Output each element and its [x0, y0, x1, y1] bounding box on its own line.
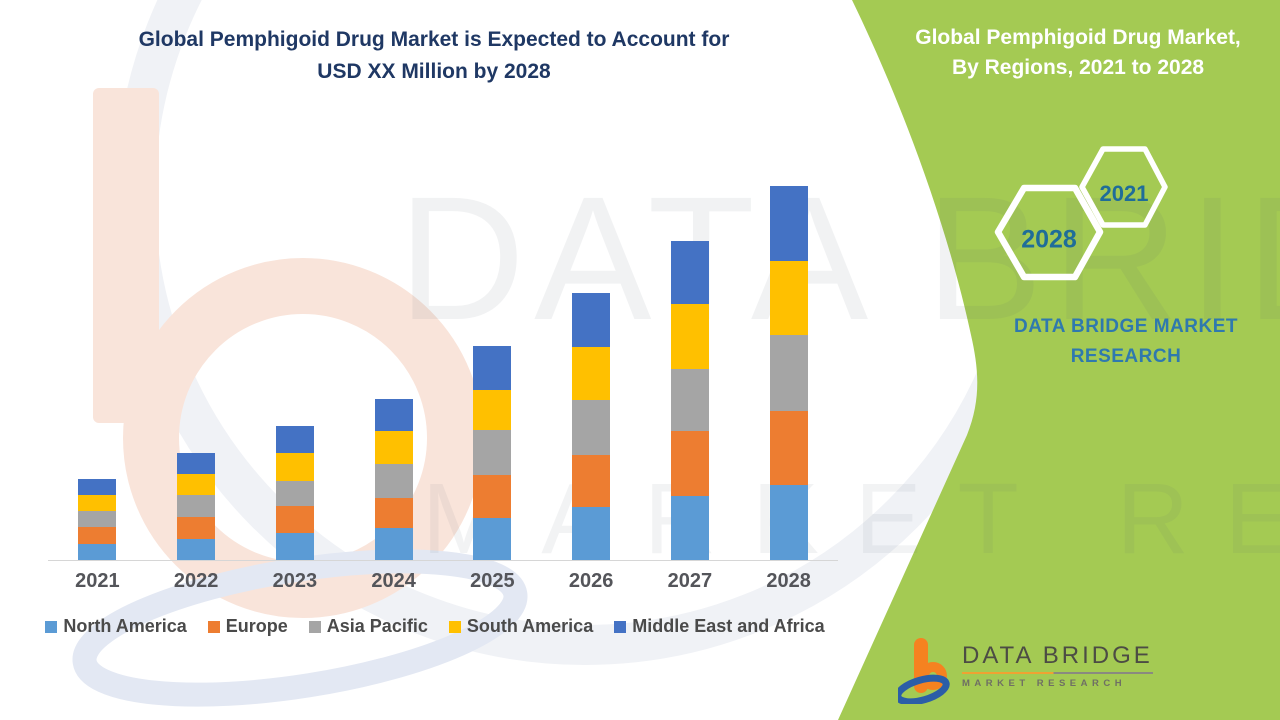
legend-item-middle-east-and-africa: Middle East and Africa — [614, 616, 825, 637]
bar-slot-2026 — [542, 0, 641, 560]
bar-segment-2024-north-america — [374, 528, 413, 560]
legend-label: Europe — [225, 616, 288, 636]
stacked-bar-2025 — [473, 346, 512, 560]
bar-segment-2023-asia-pacific — [275, 481, 314, 506]
stacked-bar-2022 — [177, 453, 216, 560]
footer-logo-name: DATA BRIDGE — [962, 642, 1153, 669]
x-axis-label-2026: 2026 — [568, 570, 614, 592]
x-axis-label-2023: 2023 — [272, 570, 318, 592]
bar-segment-2025-europe — [473, 475, 512, 518]
bar-segment-2027-south-america — [670, 304, 709, 369]
plot-area — [48, 0, 838, 560]
bar-segment-2023-europe — [275, 506, 314, 533]
bar-segment-2021-europe — [78, 527, 117, 544]
bar-segment-2024-south-america — [374, 431, 413, 464]
legend-item-europe: Europe — [207, 616, 288, 637]
bar-segment-2023-south-america — [275, 453, 314, 481]
bar-segment-2021-north-america — [78, 544, 117, 560]
panel-heading: Global Pemphigoid Drug Market, By Region… — [880, 23, 1276, 84]
bar-slot-2025 — [443, 0, 542, 560]
bar-segment-2027-asia-pacific — [670, 369, 709, 431]
bar-slot-2021 — [48, 0, 147, 560]
bar-segment-2027-middle-east-and-africa — [670, 241, 709, 304]
bar-segment-2028-asia-pacific — [769, 335, 808, 411]
x-axis-line — [48, 560, 838, 561]
bar-segment-2026-asia-pacific — [572, 400, 611, 455]
legend-swatch — [308, 620, 321, 633]
bar-segment-2025-middle-east-and-africa — [473, 346, 512, 390]
legend-label: Middle East and Africa — [632, 616, 825, 636]
footer-logo-text: DATA BRIDGE MARKET RESEARCH — [962, 638, 1153, 689]
bar-segment-2021-south-america — [78, 495, 117, 511]
legend-label: South America — [466, 616, 594, 636]
bar-segment-2026-north-america — [572, 507, 611, 560]
bar-segment-2025-south-america — [473, 390, 512, 430]
legend-label: Asia Pacific — [326, 616, 428, 636]
data-bridge-logo-icon — [898, 638, 950, 704]
bar-segment-2027-north-america — [670, 496, 709, 560]
bar-slot-2024 — [344, 0, 443, 560]
legend-item-south-america: South America — [448, 616, 594, 637]
x-axis-label-2025: 2025 — [470, 570, 515, 592]
x-axis-label-2027: 2027 — [667, 570, 713, 592]
legend-swatch — [614, 620, 627, 633]
x-axis-labels: 2021 2022 2023 2024 2025 2026 2027 2028 — [48, 570, 838, 593]
legend-item-north-america: North America — [45, 616, 187, 637]
x-axis-label-2022: 2022 — [173, 570, 219, 592]
bar-segment-2028-europe — [769, 411, 808, 485]
bar-segment-2022-south-america — [177, 474, 216, 495]
bar-segment-2023-north-america — [275, 533, 314, 560]
stacked-bar-2026 — [572, 293, 611, 560]
legend-label: North America — [63, 616, 187, 636]
legend-swatch — [207, 620, 220, 633]
bar-segment-2022-middle-east-and-africa — [177, 453, 216, 474]
footer-logo-subtitle: MARKET RESEARCH — [962, 678, 1127, 689]
bar-segment-2026-europe — [572, 455, 611, 507]
bar-segment-2027-europe — [670, 431, 709, 496]
bar-segment-2021-middle-east-and-africa — [78, 479, 117, 495]
bar-segment-2024-middle-east-and-africa — [374, 399, 413, 431]
footer-logo: DATA BRIDGE MARKET RESEARCH — [898, 638, 1153, 704]
x-axis-label-2028: 2028 — [766, 570, 811, 592]
legend-item-asia-pacific: Asia Pacific — [308, 616, 428, 637]
bar-segment-2026-south-america — [572, 347, 611, 400]
bar-slot-2028 — [739, 0, 838, 560]
x-axis-label-2024: 2024 — [371, 570, 416, 592]
stacked-bar-2027 — [670, 241, 709, 560]
panel-heading-line2: By Regions, 2021 to 2028 — [951, 56, 1205, 80]
bar-segment-2028-south-america — [769, 261, 808, 335]
stacked-bar-2028 — [769, 186, 808, 560]
legend-swatch — [45, 620, 58, 633]
legend: North America Europe Asia Pacific South Ame… — [30, 616, 840, 637]
bar-slot-2022 — [147, 0, 246, 560]
bar-segment-2021-asia-pacific — [78, 511, 117, 527]
panel-heading-line1: Global Pemphigoid Drug Market, — [915, 26, 1241, 49]
stacked-bar-2023 — [275, 426, 314, 560]
bar-segment-2025-asia-pacific — [473, 430, 512, 475]
bar-slot-2027 — [641, 0, 740, 560]
panel-brand-line2: RESEARCH — [1070, 346, 1182, 368]
bar-segment-2022-north-america — [177, 539, 216, 560]
bar-segment-2022-asia-pacific — [177, 495, 216, 517]
panel-brand-text: DATA BRIDGE MARKET RESEARCH — [985, 312, 1267, 373]
stacked-bar-2021 — [78, 479, 117, 560]
legend-swatch — [448, 620, 461, 633]
bar-segment-2025-north-america — [473, 518, 512, 560]
stacked-bar-2024 — [374, 399, 413, 560]
bar-segment-2022-europe — [177, 517, 216, 539]
bar-segment-2026-middle-east-and-africa — [572, 293, 611, 347]
panel-brand-line1: DATA BRIDGE MARKET — [1014, 316, 1238, 337]
x-axis-label-2021: 2021 — [75, 570, 120, 592]
bar-segment-2023-middle-east-and-africa — [275, 426, 314, 453]
bar-segment-2024-asia-pacific — [374, 464, 413, 498]
bar-segment-2024-europe — [374, 498, 413, 528]
bar-segment-2028-north-america — [769, 485, 808, 560]
bar-slot-2023 — [246, 0, 345, 560]
footer-logo-underline — [962, 672, 1153, 674]
bar-segment-2028-middle-east-and-africa — [769, 186, 808, 261]
